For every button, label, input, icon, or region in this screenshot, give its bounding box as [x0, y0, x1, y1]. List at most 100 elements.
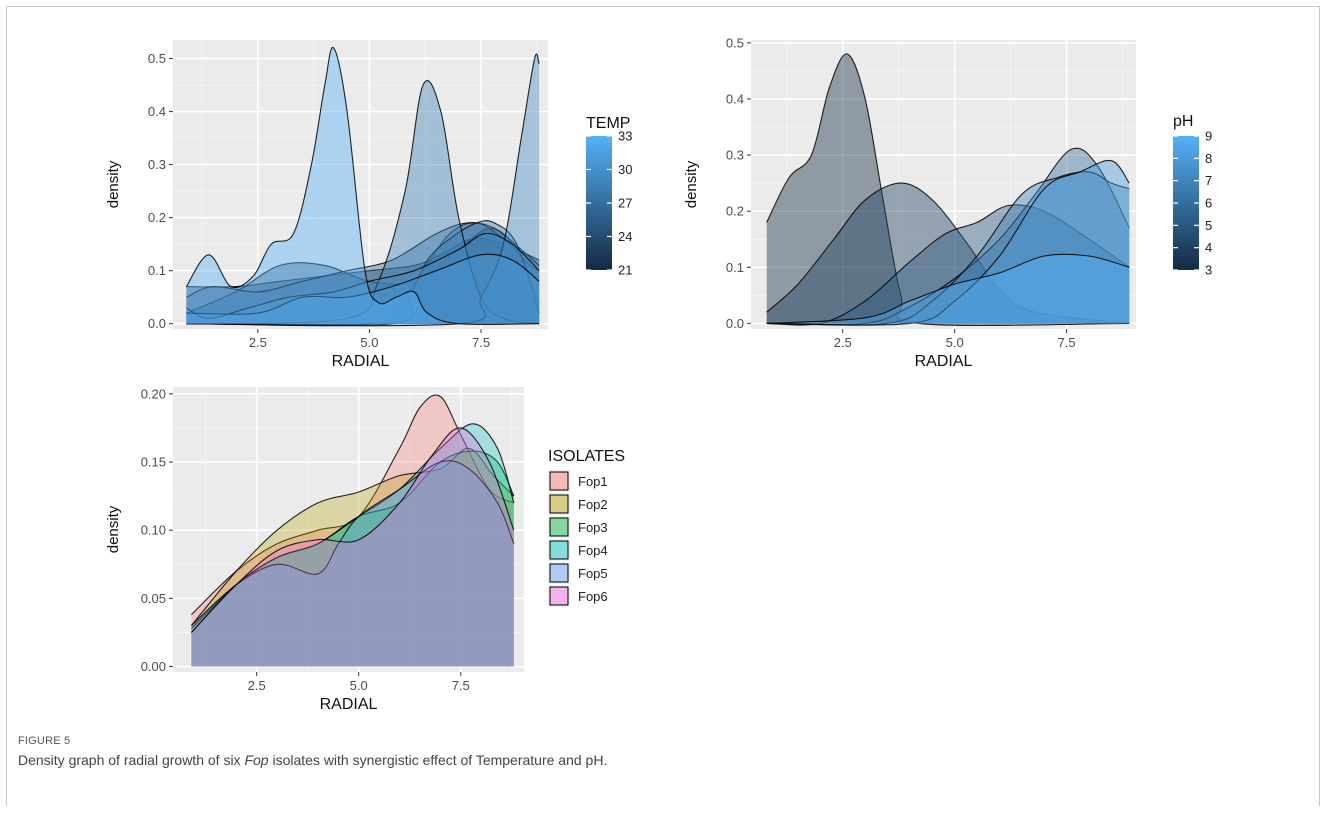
- legend-label-fop2: Fop2: [578, 497, 608, 512]
- density-outline-6: [766, 147, 1130, 326]
- y-tick-label: 0.5: [726, 35, 744, 50]
- density-area-fop4: [191, 423, 514, 667]
- panel-ph: 0.0 0.1 0.2 0.3 0.4 0.5 2.5 5.0 7.5 RADIAL density…: [683, 35, 1212, 370]
- density-area-28: [186, 220, 540, 326]
- x-tick-label: 5.0: [350, 678, 368, 693]
- density-area-5: [766, 204, 1130, 326]
- legend-key-bg: [548, 470, 570, 492]
- legend-label-fop3: Fop3: [578, 520, 608, 535]
- density-areas: [185, 46, 540, 327]
- density-outline-27: [186, 222, 540, 298]
- density-area-3: [766, 53, 1130, 326]
- legend-label-fop6: Fop6: [578, 589, 608, 604]
- figure-canvas: 0.0 0.1 0.2 0.3 0.4 0.5 2.5 5.0 7.5 RADIAL density…: [105, 35, 1212, 713]
- density-outline-31: [186, 253, 540, 315]
- legend-ph: pH 3 4 5 6 7 8 9: [1173, 113, 1212, 278]
- y-axis-title: density: [683, 160, 700, 208]
- y-tick-label: 0.3: [148, 157, 166, 172]
- colorbar-tick-label: 27: [618, 196, 632, 211]
- caption-text-start: Density graph of radial growth of six: [18, 752, 245, 768]
- y-tick-label: 0.20: [141, 386, 166, 401]
- density-area-fop3: [191, 451, 514, 667]
- legend-key-bg: [548, 493, 570, 515]
- y-axis-title: density: [105, 160, 122, 208]
- colorbar-tick-label: 5: [1205, 218, 1212, 233]
- y-tick-label: 0.3: [726, 148, 744, 163]
- density-outline-7: [766, 171, 1130, 326]
- density-area-33: [186, 47, 540, 325]
- y-tick-label: 0.10: [141, 523, 166, 538]
- x-tick-label: 7.5: [1058, 335, 1076, 350]
- density-area-27: [186, 222, 540, 324]
- density-area-26: [186, 222, 540, 325]
- legend-key-fop6: [549, 586, 569, 606]
- y-tick-label: 0.4: [726, 91, 744, 106]
- density-area-8: [766, 160, 1130, 326]
- plot-background: [173, 40, 548, 329]
- x-tick-label: 7.5: [472, 335, 490, 350]
- x-tick-label: 2.5: [249, 335, 267, 350]
- density-areas: [190, 394, 515, 667]
- colorbar-tick-label: 3: [1205, 263, 1212, 278]
- density-outline-21: [186, 237, 540, 288]
- y-tick-label: 0.2: [726, 204, 744, 219]
- x-tick-label: 5.0: [946, 335, 964, 350]
- legend-key-fop2: [549, 494, 569, 514]
- y-tick-label: 0.1: [148, 263, 166, 278]
- density-area-31: [186, 254, 540, 324]
- x-axis-title: RADIAL: [332, 353, 390, 370]
- y-tick-label: 0.15: [141, 455, 166, 470]
- colorbar-tick-label: 24: [618, 229, 632, 244]
- density-areas: [766, 53, 1130, 327]
- density-area-7: [766, 171, 1130, 326]
- density-area-9: [766, 254, 1130, 324]
- colorbar-tick-label: 33: [618, 129, 632, 144]
- legend-title: TEMP: [586, 115, 630, 132]
- caption-italic-term: Fop: [244, 752, 269, 768]
- caption-text-end: isolates with synergistic effect of Temp…: [268, 752, 608, 768]
- y-axis-title: density: [105, 505, 122, 553]
- density-area-29: [186, 80, 540, 324]
- y-tick-label: 0.1: [726, 260, 744, 275]
- colorbar-tick-label: 9: [1205, 129, 1212, 144]
- x-tick-label: 2.5: [834, 335, 852, 350]
- density-area-29_5: [186, 54, 540, 326]
- density-outline-fop1: [191, 394, 515, 616]
- density-outline-fop6: [190, 427, 515, 633]
- density-outline-3: [766, 53, 1130, 327]
- density-area-6: [766, 148, 1130, 325]
- legend-label-fop1: Fop1: [578, 474, 608, 489]
- density-outline-9: [766, 253, 1130, 324]
- colorbar-tick-label: 4: [1205, 240, 1212, 255]
- density-area-fop1: [191, 395, 514, 667]
- density-area-21: [186, 238, 540, 324]
- x-tick-label: 5.0: [360, 335, 378, 350]
- legend-key-bg: [548, 539, 570, 561]
- x-tick-label: 2.5: [248, 678, 266, 693]
- legend-key-fop4: [549, 540, 569, 560]
- legend-key-fop1: [549, 471, 569, 491]
- legend-title: ISOLATES: [548, 448, 625, 465]
- legend-key-bg: [548, 585, 570, 607]
- legend-key-bg: [548, 562, 570, 584]
- y-tick-label: 0.4: [148, 104, 166, 119]
- density-outline-5: [766, 204, 1130, 326]
- y-tick-label: 0.2: [148, 210, 166, 225]
- plot-background: [751, 40, 1136, 329]
- density-outline-28: [186, 220, 540, 327]
- density-area-fop2: [191, 448, 514, 667]
- legend-key-fop5: [549, 563, 569, 583]
- legend-title: pH: [1173, 113, 1193, 130]
- panel-isolates: 0.00 0.05 0.10 0.15 0.20 2.5 5.0 7.5 RADIAL densi…: [105, 386, 625, 713]
- density-area-4: [766, 183, 1130, 324]
- figure-caption: Density graph of radial growth of six Fo…: [18, 752, 607, 768]
- y-tick-label: 0.00: [141, 659, 166, 674]
- colorbar-tick-label: 8: [1205, 151, 1212, 166]
- figure-frame: [6, 6, 1320, 806]
- density-outline-fop5: [191, 460, 515, 627]
- legend-label-fop4: Fop4: [578, 543, 608, 558]
- density-outline-29_5: [186, 53, 540, 327]
- y-tick-label: 0.05: [141, 591, 166, 606]
- x-tick-label: 7.5: [452, 678, 470, 693]
- colorbar-tick-label: 7: [1205, 173, 1212, 188]
